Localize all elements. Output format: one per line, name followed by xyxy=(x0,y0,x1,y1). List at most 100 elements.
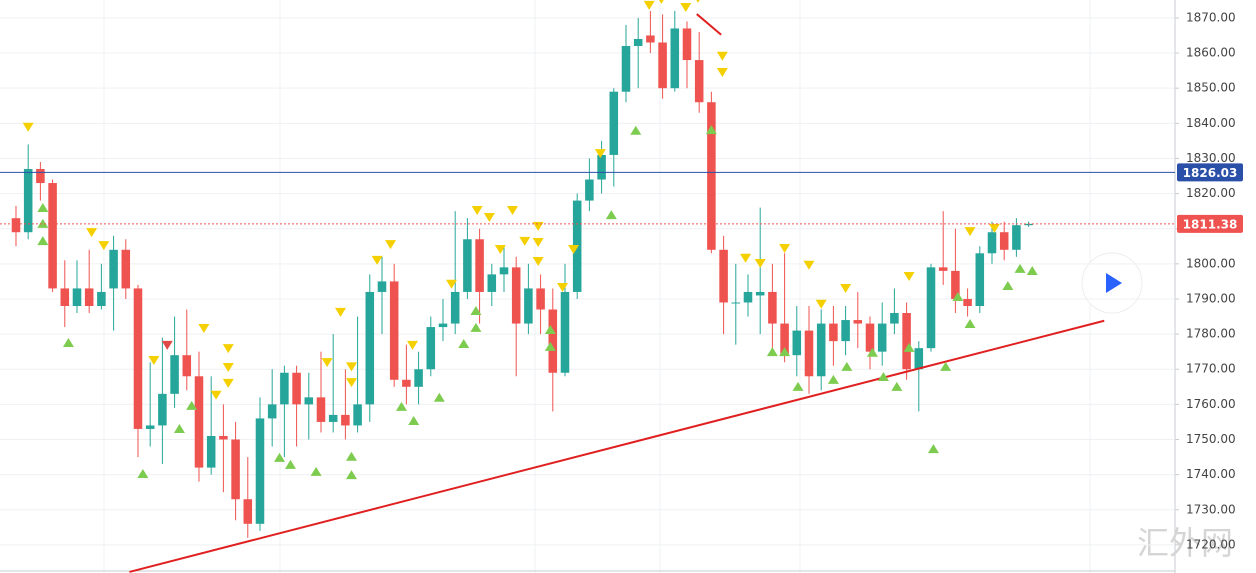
y-tick-label: 1760.00 xyxy=(1186,397,1236,411)
candle-body xyxy=(646,35,655,43)
candle-body xyxy=(170,355,179,394)
signal-marker xyxy=(137,469,149,479)
signal-marker xyxy=(519,236,531,246)
candle-body xyxy=(389,281,399,380)
trend-line xyxy=(129,319,1105,573)
signal-marker xyxy=(470,305,482,315)
y-tick-label: 1800.00 xyxy=(1186,256,1236,270)
candle-body xyxy=(816,323,826,377)
signal-marker xyxy=(408,415,420,425)
candle-body xyxy=(255,418,265,524)
candle-body xyxy=(438,323,448,328)
y-tick-label: 1840.00 xyxy=(1186,116,1236,130)
signal-marker xyxy=(406,340,418,350)
candle-body xyxy=(243,499,253,524)
candle-body xyxy=(11,218,21,233)
candle-body xyxy=(609,91,619,155)
trend-line xyxy=(696,13,722,36)
candle-body xyxy=(597,154,606,180)
signal-marker xyxy=(532,256,544,266)
signal-marker xyxy=(964,227,976,237)
signal-marker xyxy=(544,324,556,334)
candle-body xyxy=(36,168,45,184)
candle-body xyxy=(865,323,875,352)
candle-body xyxy=(280,372,289,405)
signal-marker xyxy=(740,253,752,263)
candle-body xyxy=(829,323,838,342)
candle-body xyxy=(975,253,985,306)
signal-marker xyxy=(98,241,110,251)
signal-marker xyxy=(446,279,458,289)
candle-body xyxy=(365,291,375,405)
candle-body xyxy=(145,425,155,429)
play-icon[interactable] xyxy=(1106,273,1122,293)
candle-body xyxy=(72,288,82,306)
signal-marker xyxy=(866,347,878,357)
candle-body xyxy=(987,232,997,254)
signal-marker xyxy=(494,245,506,255)
candle-body xyxy=(426,327,436,370)
signal-marker xyxy=(630,125,642,135)
candle-body xyxy=(963,298,972,306)
signal-marker xyxy=(148,356,160,366)
signal-marker xyxy=(37,236,49,246)
y-tick-label: 1730.00 xyxy=(1186,502,1236,516)
signal-marker xyxy=(988,223,1000,233)
candle-body xyxy=(890,313,899,324)
y-tick-label: 1740.00 xyxy=(1186,467,1236,481)
candle-body xyxy=(414,369,423,387)
candle-body xyxy=(158,393,167,426)
y-tick-label: 1720.00 xyxy=(1186,537,1236,551)
candle-body xyxy=(1024,223,1033,226)
signal-marker xyxy=(222,363,234,373)
signal-marker xyxy=(284,459,296,469)
candle-body xyxy=(731,302,741,304)
signal-marker xyxy=(86,228,98,238)
candle-body xyxy=(231,439,240,500)
candle-body xyxy=(463,239,472,292)
signal-marker xyxy=(815,299,827,309)
signal-marker xyxy=(840,283,852,293)
watermark: 汇外网 xyxy=(1137,524,1233,562)
y-tick-label: 1850.00 xyxy=(1186,81,1236,95)
signal-marker xyxy=(396,401,408,411)
signal-marker xyxy=(321,358,333,368)
candle-body xyxy=(694,60,704,103)
candle-body xyxy=(548,309,558,373)
signal-marker xyxy=(222,378,234,388)
signal-marker xyxy=(594,149,606,159)
play-button[interactable] xyxy=(1081,252,1143,314)
candle-body xyxy=(316,397,326,422)
signal-marker xyxy=(371,255,383,265)
candle-body xyxy=(60,288,70,306)
signal-marker xyxy=(1026,265,1038,275)
candle-body xyxy=(292,372,301,405)
signal-marker xyxy=(37,218,49,228)
candle-body xyxy=(841,320,850,342)
candle-body xyxy=(353,404,362,426)
signal-marker xyxy=(532,237,544,247)
signal-marker xyxy=(643,0,655,10)
signal-marker xyxy=(470,322,482,332)
signal-marker xyxy=(952,291,964,301)
signal-marker xyxy=(173,424,185,434)
signal-marker xyxy=(716,67,728,77)
signal-marker xyxy=(210,390,222,400)
plot-area xyxy=(0,0,1175,573)
signal-marker xyxy=(274,452,286,462)
signal-marker xyxy=(385,240,397,250)
signal-marker xyxy=(37,203,49,213)
signal-marker xyxy=(557,282,569,292)
signal-marker xyxy=(544,341,556,351)
signal-marker xyxy=(345,470,357,480)
candle-body xyxy=(450,291,460,324)
candle-body xyxy=(804,330,814,377)
candle-body xyxy=(524,288,533,324)
candle-body xyxy=(109,249,118,289)
candle-body xyxy=(743,291,753,303)
candle-body xyxy=(560,291,570,373)
signal-marker xyxy=(659,0,664,4)
y-tick-label: 1830.00 xyxy=(1186,151,1236,165)
signal-marker xyxy=(927,444,939,454)
